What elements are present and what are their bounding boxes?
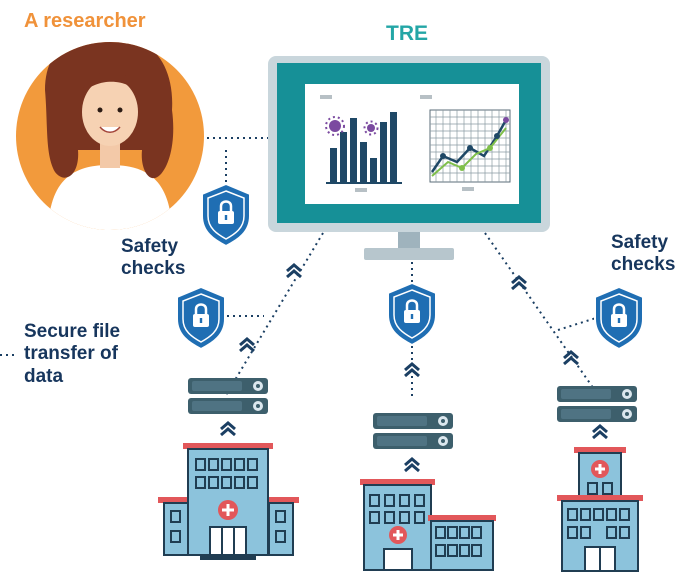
tre-label: TRE: [386, 22, 428, 45]
safety-checks-label-left: Safety checks: [121, 236, 186, 280]
server-icon: [188, 378, 268, 414]
chevron-up-icon: [403, 362, 421, 378]
chevron-up-icon: [403, 457, 421, 473]
chevron-up-icon: [591, 424, 609, 440]
server-icon: [557, 386, 637, 422]
virus-icon: [325, 116, 379, 136]
shield-lock-icon: [593, 285, 645, 351]
researcher-label: A researcher: [24, 10, 146, 32]
bar-chart-icon: [320, 95, 402, 192]
server-icon: [373, 413, 453, 449]
safety-checks-label-right: Safety checks: [611, 232, 676, 276]
hospital-building-icon: [158, 443, 299, 560]
shield-lock-icon: [175, 285, 227, 351]
monitor-icon: [268, 56, 550, 260]
chevron-up-icon: [562, 350, 580, 366]
shield-lock-icon: [200, 182, 252, 248]
chevron-up-icon: [285, 263, 303, 279]
line-chart-icon: [420, 95, 511, 191]
shield-lock-icon: [386, 281, 438, 347]
chevron-up-icon: [219, 421, 237, 437]
connection-lines: [0, 137, 597, 400]
secure-transfer-label: Secure file transfer of data: [24, 321, 121, 387]
hospital-building-icon: [360, 479, 496, 571]
researcher-avatar: [16, 42, 204, 230]
chevron-up-icon: [510, 275, 528, 291]
chevron-up-icon: [238, 337, 256, 353]
hospital-building-icon: [557, 447, 643, 572]
